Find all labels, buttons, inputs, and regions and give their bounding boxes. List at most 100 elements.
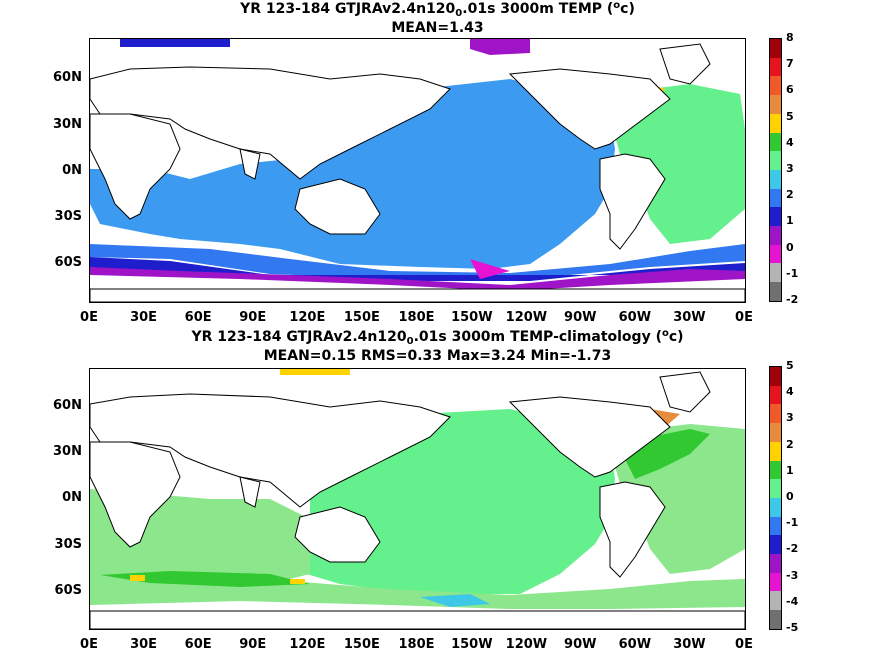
eurasia xyxy=(90,66,451,180)
colorbar-tick-label: 7 xyxy=(786,57,794,71)
lat-label: 60N xyxy=(53,70,82,85)
field-atlantic-3c xyxy=(610,84,745,244)
colorbar-tick-label: 5 xyxy=(786,359,794,372)
lon-label: 90E xyxy=(239,637,267,652)
eurasia xyxy=(90,393,451,508)
lat-label: 30N xyxy=(53,117,82,132)
colorbar-swatch xyxy=(770,226,781,245)
lon-label: 90W xyxy=(564,310,597,325)
colorbar-panel2 xyxy=(769,366,782,630)
field-southern-band xyxy=(100,571,310,587)
south-america xyxy=(599,481,666,578)
lon-label: 90E xyxy=(239,310,267,325)
colorbar-swatch xyxy=(770,113,781,133)
colorbar-swatch xyxy=(770,554,781,573)
colorbar-tick-label: 2 xyxy=(786,188,794,202)
colorbar-swatch xyxy=(770,479,781,498)
field-arctic-orange xyxy=(650,409,680,427)
colorbar-tick-label: 4 xyxy=(786,385,794,399)
lon-label: 60W xyxy=(618,310,652,325)
lat-label: 60S xyxy=(54,583,82,598)
colorbar-tick-label: 0 xyxy=(786,490,794,503)
lon-label: 180E xyxy=(398,637,435,652)
colorbar-swatch xyxy=(770,367,781,386)
colorbar-swatch xyxy=(770,76,781,96)
colorbar-tick-label: 5 xyxy=(786,109,794,123)
lon-label: 150W xyxy=(451,637,493,652)
colorbar-swatch xyxy=(770,460,781,480)
colorbar-swatch xyxy=(770,263,781,283)
lon-label: 60W xyxy=(618,637,652,652)
colorbar-tick-label: 8 xyxy=(786,31,794,44)
lon-label: 30W xyxy=(673,310,706,325)
colorbar-swatch xyxy=(770,535,781,555)
australia xyxy=(294,178,381,235)
colorbar-swatch xyxy=(770,95,781,114)
colorbar-swatch xyxy=(770,151,781,170)
antarctica xyxy=(90,610,745,629)
lon-label: 30E xyxy=(130,637,158,652)
colorbar-tick-label: 1 xyxy=(786,214,794,228)
lat-label: 0N xyxy=(62,490,82,505)
colorbar-tick-label: -5 xyxy=(786,621,799,634)
colorbar-tick-label: 0 xyxy=(786,240,794,254)
south-america xyxy=(599,153,666,250)
map-panel-temp-anomaly xyxy=(89,368,746,630)
colorbar-swatch xyxy=(770,188,781,208)
colorbar-tick-label: -2 xyxy=(786,293,799,306)
greenland xyxy=(659,371,711,413)
africa xyxy=(90,113,181,220)
field-weddell xyxy=(470,259,510,279)
greenland xyxy=(659,43,711,85)
lon-label: 30W xyxy=(673,637,706,652)
colorbar-tick-label: 2 xyxy=(786,437,794,451)
lat-label: 60N xyxy=(53,398,82,413)
field-antarctic-neg xyxy=(90,267,745,291)
panel2-title: YR 123-184 GTJRAv2.4n1200.01s 3000m TEMP… xyxy=(191,328,684,347)
colorbar-swatch xyxy=(770,423,781,442)
lon-label: 0E xyxy=(80,310,98,325)
lon-label: 0E xyxy=(735,310,753,325)
field-cyan-neg xyxy=(420,594,490,607)
lat-label: 30N xyxy=(53,444,82,459)
colorbar-swatch xyxy=(770,610,781,629)
colorbar-tick-label: 1 xyxy=(786,463,794,477)
lon-label: 120W xyxy=(505,637,548,652)
africa xyxy=(90,441,181,548)
lon-label: 120E xyxy=(289,637,326,652)
colorbar-tick-label: -3 xyxy=(786,568,799,582)
lat-label: 30S xyxy=(54,209,82,224)
colorbar-tick-label: -4 xyxy=(786,594,799,608)
india xyxy=(239,476,261,508)
colorbar-tick-label: 6 xyxy=(786,83,794,97)
lon-label: 120E xyxy=(289,310,326,325)
lon-label: 0E xyxy=(735,637,753,652)
australia xyxy=(294,506,381,563)
field-north-cold xyxy=(470,39,530,55)
colorbar-swatch xyxy=(770,132,781,152)
colorbar-panel1 xyxy=(769,38,782,302)
field-north-blue xyxy=(120,39,230,47)
colorbar-swatch xyxy=(770,207,781,227)
colorbar-swatch xyxy=(770,572,781,592)
colorbar-swatch xyxy=(770,282,781,301)
north-america xyxy=(508,396,671,478)
colorbar-swatch xyxy=(770,57,781,77)
colorbar-tick-label: -1 xyxy=(786,516,799,530)
lon-label: 150W xyxy=(451,310,493,325)
colorbar-swatch xyxy=(770,497,781,517)
field-southern-1c xyxy=(90,244,745,279)
north-america xyxy=(508,68,671,150)
panel2-stats: MEAN=0.15 RMS=0.33 Max=3.24 Min=-1.73 xyxy=(263,348,612,364)
colorbar-swatch xyxy=(770,591,781,611)
lat-label: 30S xyxy=(54,537,82,552)
lon-label: 60E xyxy=(184,637,212,652)
lon-label: 180E xyxy=(398,310,435,325)
india xyxy=(239,148,261,180)
colorbar-swatch xyxy=(770,404,781,424)
lon-label: 90W xyxy=(564,637,597,652)
map-panel-mean-temp xyxy=(89,38,746,303)
panel1-title: YR 123-184 GTJRAv2.4n1200.01s 3000m TEMP… xyxy=(240,0,635,19)
colorbar-swatch xyxy=(770,244,781,264)
lat-label: 60S xyxy=(54,255,82,270)
